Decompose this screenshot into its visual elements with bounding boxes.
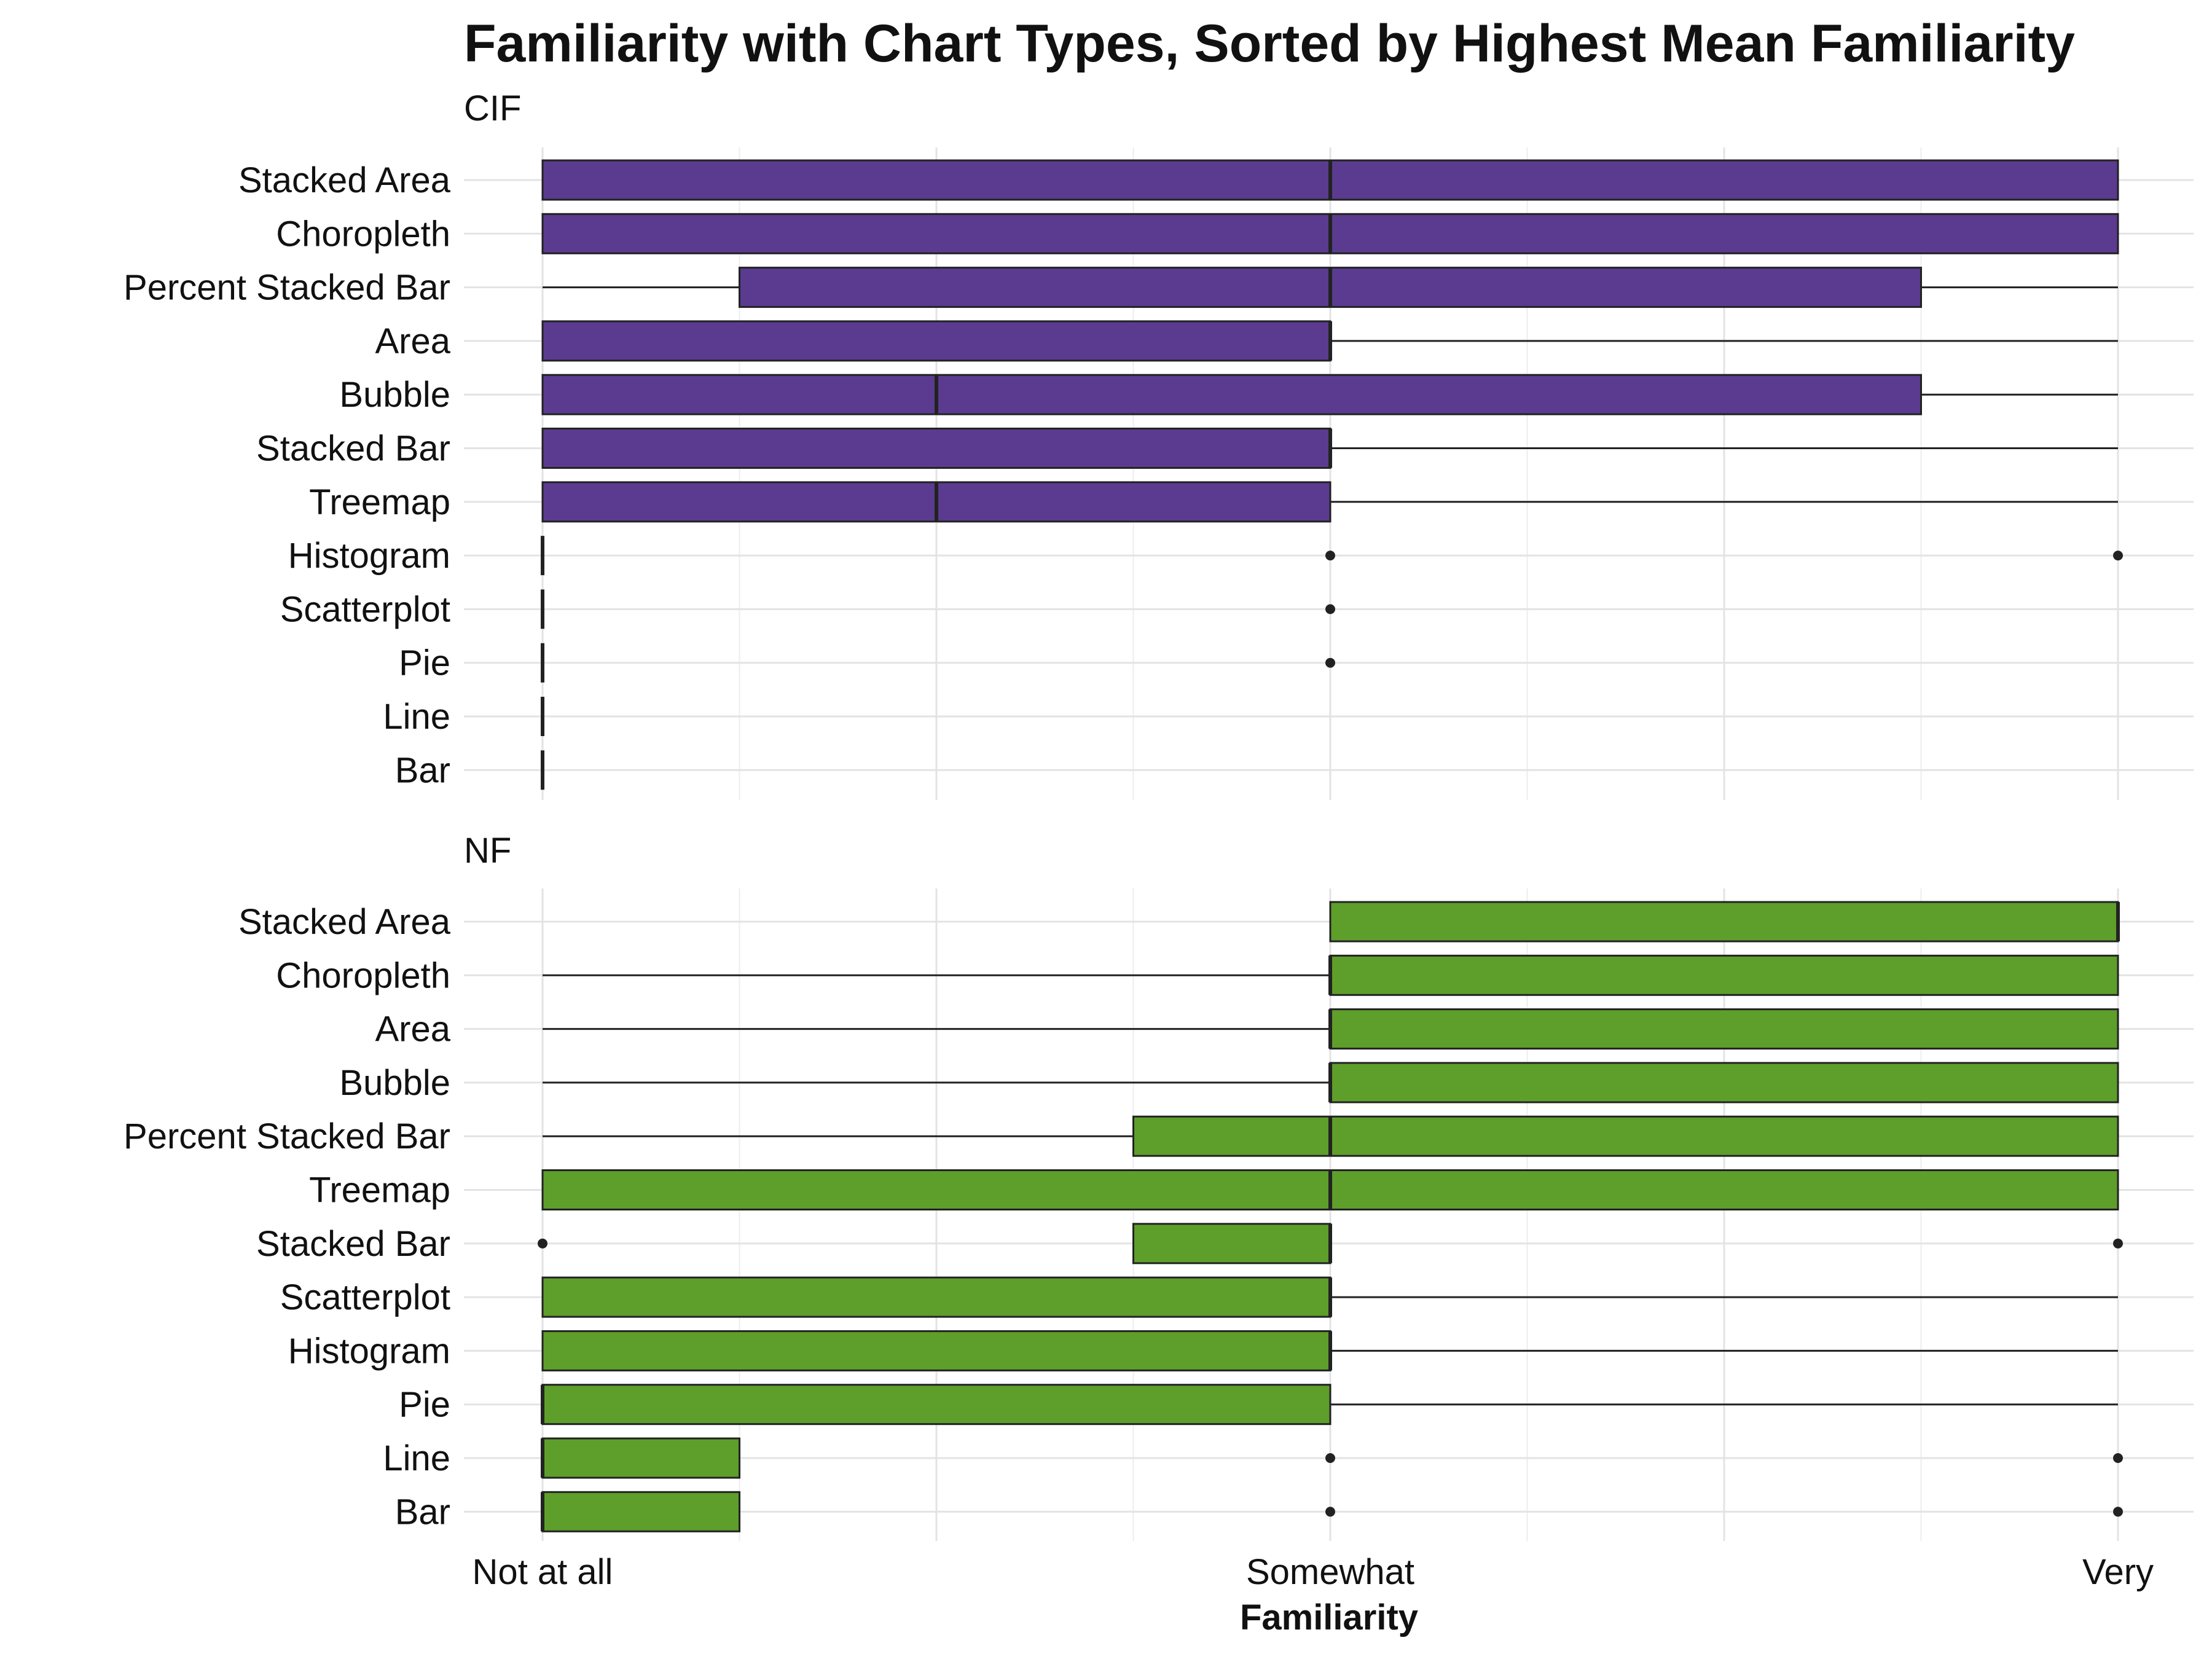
category-label: Area [375,321,450,361]
chart-panels: CIF Stacked Area Choropleth Percent Stacked… [124,88,2194,1541]
category-label: Bar [395,750,450,790]
panel-nf: NF Stacked Area Choropleth Area Bubble Percen… [124,831,2194,1541]
box [541,1437,740,1479]
outlier-point [538,1238,547,1249]
outlier-point [2113,1453,2123,1463]
box [1329,954,2119,996]
category-label: Treemap [309,482,450,522]
category-label: Choropleth [276,955,450,995]
outlier-point [1325,1507,1335,1517]
box [541,1384,1332,1426]
box [541,1276,1332,1318]
panel-cif: CIF Stacked Area Choropleth Percent Stacked… [124,88,2194,800]
box [541,320,1332,362]
category-label: Stacked Area [238,160,451,200]
panel-label: NF [464,831,511,871]
category-label: Pie [399,1385,450,1425]
outlier-point [2113,551,2123,561]
category-label: Histogram [288,1331,450,1371]
category-label: Line [383,697,450,737]
box [1329,901,2119,943]
box [1132,1115,2119,1157]
x-tick-label: Very [2082,1552,2154,1592]
category-label: Area [375,1010,450,1049]
outlier-point [1325,551,1335,561]
outlier-point [1325,1453,1335,1463]
box [541,1491,740,1532]
category-label: Scatterplot [280,1277,450,1317]
category-label: Treemap [309,1171,450,1210]
category-label: Choropleth [276,214,450,254]
box [1329,1008,2119,1050]
outlier-point [2113,1238,2123,1249]
category-label: Stacked Area [238,902,451,942]
outlier-point [2113,1507,2123,1517]
category-label: Bubble [339,375,450,415]
box [541,374,1922,415]
category-label: Percent Stacked Bar [124,1116,450,1156]
category-label: Stacked Bar [256,429,450,469]
box [1329,1062,2119,1104]
x-axis-title: Familiarity [1240,1598,1418,1637]
x-tick-label: Not at all [473,1552,613,1592]
panel-label: CIF [464,88,521,128]
chart-title: Familiarity with Chart Types, Sorted by … [464,14,2075,73]
category-label: Percent Stacked Bar [124,268,450,308]
x-axis: Not at all Somewhat Very [473,1552,2154,1592]
category-label: Scatterplot [280,589,450,629]
category-label: Bar [395,1492,450,1532]
outlier-point [1325,604,1335,614]
x-tick-label: Somewhat [1246,1552,1414,1592]
box [541,428,1332,469]
outlier-point [1325,657,1335,668]
category-label: Bubble [339,1063,450,1103]
category-label: Stacked Bar [256,1224,450,1264]
category-label: Line [383,1438,450,1478]
category-label: Pie [399,643,450,683]
box [541,1330,1332,1371]
category-label: Histogram [288,536,450,576]
box [1132,1223,1332,1265]
